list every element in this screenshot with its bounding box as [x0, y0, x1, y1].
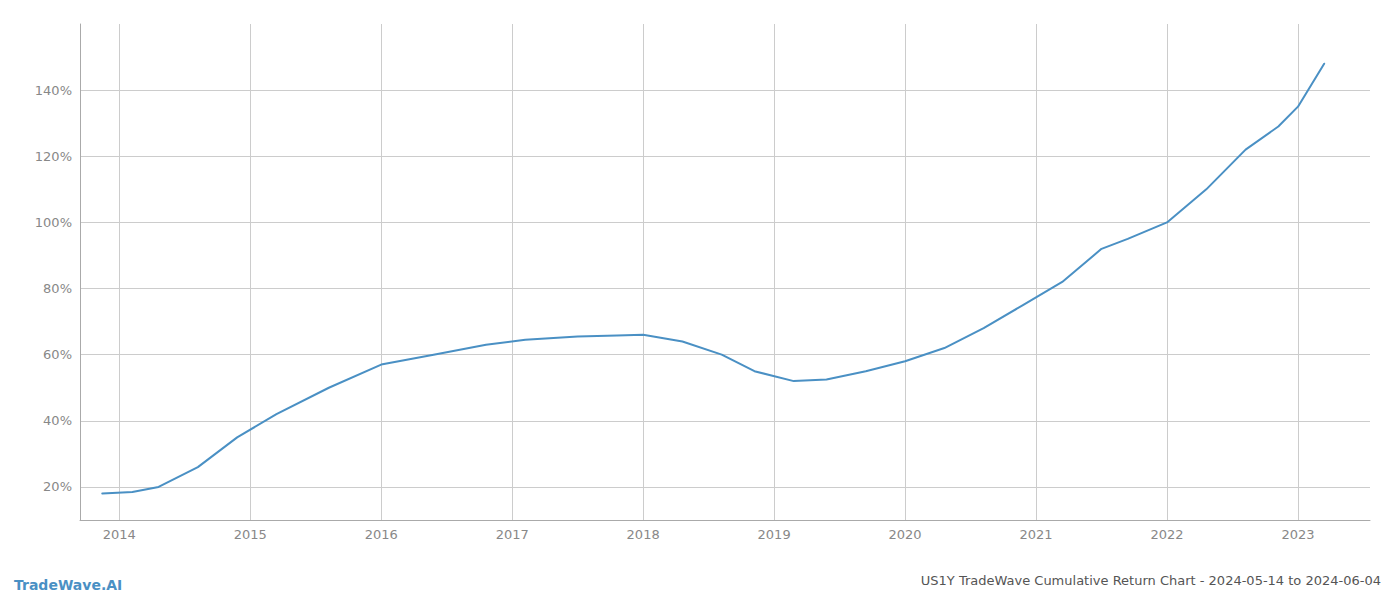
svg-text:2020: 2020 — [889, 527, 922, 542]
svg-text:2019: 2019 — [758, 527, 791, 542]
svg-text:2021: 2021 — [1019, 527, 1052, 542]
svg-text:2022: 2022 — [1150, 527, 1183, 542]
svg-text:TradeWave.AI: TradeWave.AI — [14, 577, 122, 593]
svg-text:2015: 2015 — [234, 527, 267, 542]
svg-text:60%: 60% — [43, 347, 72, 362]
svg-text:40%: 40% — [43, 413, 72, 428]
svg-text:2023: 2023 — [1281, 527, 1314, 542]
svg-text:2016: 2016 — [365, 527, 398, 542]
svg-text:2014: 2014 — [103, 527, 136, 542]
svg-text:US1Y TradeWave Cumulative Retu: US1Y TradeWave Cumulative Return Chart -… — [921, 573, 1381, 588]
svg-text:20%: 20% — [43, 479, 72, 494]
svg-text:100%: 100% — [35, 215, 72, 230]
svg-text:140%: 140% — [35, 83, 72, 98]
svg-text:2018: 2018 — [627, 527, 660, 542]
svg-text:80%: 80% — [43, 281, 72, 296]
svg-text:120%: 120% — [35, 149, 72, 164]
svg-text:2017: 2017 — [496, 527, 529, 542]
